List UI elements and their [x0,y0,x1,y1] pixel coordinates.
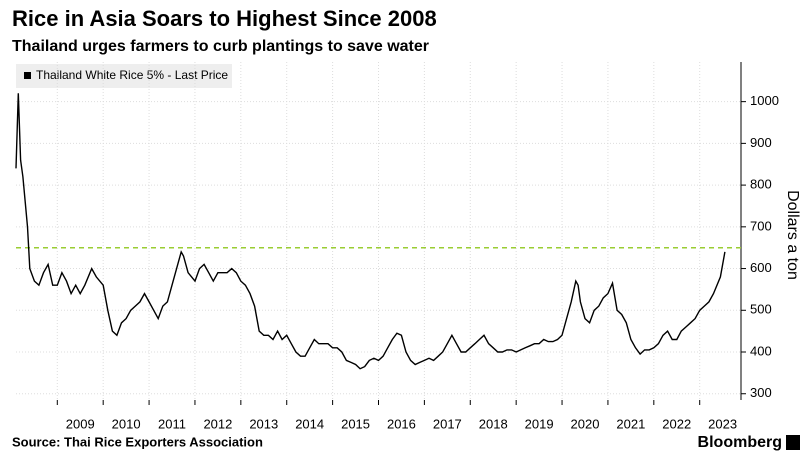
x-tick-label: 2021 [616,416,645,431]
x-tick-label: 2020 [571,416,600,431]
x-tick-label: 2015 [341,416,370,431]
y-tick-label: 500 [750,302,772,317]
x-tick-label: 2011 [158,416,186,431]
x-tick-label: 2022 [662,416,691,431]
source: Source: Thai Rice Exporters Association [12,434,263,449]
legend-box [16,64,232,88]
x-tick-label: 2013 [249,416,278,431]
x-tick-label: 2023 [708,416,737,431]
x-tick-label: 2012 [203,416,232,431]
chart-title: Rice in Asia Soars to Highest Since 2008 [12,6,437,31]
y-axis-label: Dollars a ton [784,190,801,280]
y-tick-label: 700 [750,218,772,233]
brand: Bloomberg [698,434,782,451]
chart-subtitle: Thailand urges farmers to curb plantings… [12,38,429,55]
y-tick-label: 900 [750,135,772,150]
x-tick-label: 2014 [295,416,324,431]
x-tick-label: 2018 [479,416,508,431]
y-tick-label: 800 [750,177,772,192]
x-tick-label: 2017 [433,416,462,431]
y-tick-label: 600 [750,260,772,275]
legend-label: Thailand White Rice 5% - Last Price [36,68,228,82]
x-tick-label: 2016 [387,416,416,431]
x-tick-label: 2019 [525,416,554,431]
y-tick-label: 400 [750,343,772,358]
y-tick-label: 1000 [750,93,779,108]
legend-swatch [24,72,31,79]
x-tick-label: 2010 [112,416,141,431]
x-tick-label: 2009 [66,416,95,431]
brand-icon [786,435,800,450]
y-tick-label: 300 [750,385,772,400]
price-line [15,93,726,370]
